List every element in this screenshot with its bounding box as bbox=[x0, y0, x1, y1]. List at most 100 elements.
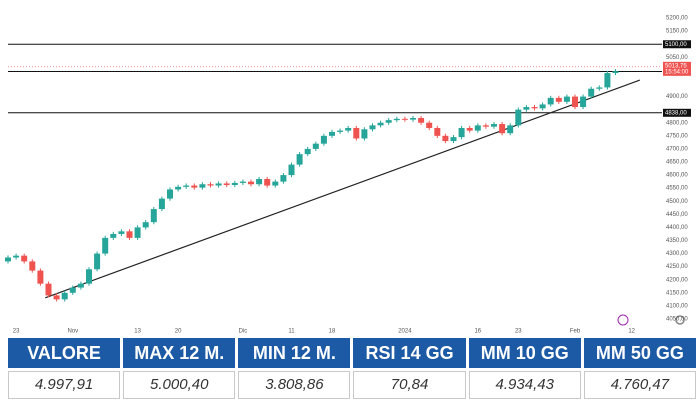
candle-body bbox=[434, 127, 441, 136]
candle-body bbox=[523, 107, 530, 110]
y-tick-label: 4100,00 bbox=[666, 303, 688, 309]
candle-body bbox=[604, 73, 611, 88]
candle-body bbox=[29, 261, 36, 271]
y-tick-label: 5050,00 bbox=[666, 55, 688, 61]
y-tick-label: 4450,00 bbox=[666, 212, 688, 218]
candle-body bbox=[410, 118, 416, 120]
candle-body bbox=[167, 189, 173, 199]
x-tick-label: 16 bbox=[474, 329, 481, 335]
candle-body bbox=[239, 181, 246, 183]
candle-body bbox=[401, 118, 408, 120]
candle-body bbox=[199, 184, 206, 188]
candle-body bbox=[345, 127, 352, 131]
candle-body bbox=[499, 124, 506, 134]
candle-body bbox=[580, 96, 587, 108]
candle-body bbox=[134, 227, 141, 238]
candle-body bbox=[280, 175, 287, 182]
candle-body bbox=[458, 127, 465, 138]
table-cell: 5.000,40 bbox=[123, 371, 236, 399]
candle-body bbox=[256, 178, 263, 185]
candle-body bbox=[361, 129, 368, 139]
table-header: MM 50 GG bbox=[583, 338, 696, 368]
x-tick-label: 23 bbox=[515, 329, 522, 335]
candle-body bbox=[337, 130, 344, 132]
price-label: 5013,75 bbox=[665, 63, 687, 69]
candle-body bbox=[329, 131, 335, 136]
y-tick-label: 4550,00 bbox=[666, 186, 688, 192]
candle-body bbox=[61, 292, 68, 300]
y-tick-label: 5150,00 bbox=[666, 29, 688, 35]
candle-body bbox=[563, 96, 570, 102]
level-label: 5100,00 bbox=[665, 42, 687, 48]
y-tick-label: 4800,00 bbox=[666, 120, 688, 126]
candle-body bbox=[312, 143, 319, 149]
y-tick-label: 4250,00 bbox=[666, 264, 688, 270]
table-cell: 4.934,43 bbox=[468, 371, 581, 399]
candle-body bbox=[491, 124, 497, 127]
y-tick-label: 4300,00 bbox=[666, 251, 688, 257]
y-tick-label: 4400,00 bbox=[666, 225, 688, 231]
y-tick-label: 4200,00 bbox=[666, 277, 688, 283]
table-header: MIN 12 M. bbox=[238, 338, 351, 368]
candle-body bbox=[539, 104, 546, 109]
candle-body bbox=[385, 120, 392, 123]
candle-body bbox=[94, 253, 101, 270]
candle-body bbox=[37, 270, 44, 284]
candle-body bbox=[304, 148, 311, 155]
candle-body bbox=[223, 183, 230, 186]
candle-body bbox=[69, 287, 76, 293]
candle-body bbox=[296, 154, 303, 165]
y-tick-label: 4900,00 bbox=[666, 94, 688, 100]
candle-body bbox=[191, 185, 198, 188]
candle-body bbox=[183, 185, 190, 187]
table-header: RSI 14 GG bbox=[353, 338, 466, 368]
candle-body bbox=[393, 118, 400, 121]
y-tick-label: 4500,00 bbox=[666, 199, 688, 205]
chart: 4050,00 4100,00 4150,00 4200,00 4250,00 4300,… bbox=[5, 16, 691, 335]
candle-body bbox=[515, 109, 522, 126]
candle-body bbox=[158, 198, 165, 210]
candle-body bbox=[142, 222, 149, 228]
x-tick-label: 20 bbox=[175, 329, 182, 335]
candle-body bbox=[21, 255, 28, 262]
price-box bbox=[663, 61, 691, 76]
candle-body bbox=[353, 127, 360, 139]
y-tick-label: 4050,00 bbox=[666, 317, 688, 323]
candle-body bbox=[13, 255, 20, 258]
table-header: MAX 12 M. bbox=[123, 338, 236, 368]
trendline bbox=[45, 79, 641, 299]
x-tick-label: Nov bbox=[67, 329, 78, 335]
stats-table: VALORE MAX 12 M. MIN 12 M. RSI 14 GG MM … bbox=[8, 338, 696, 399]
event-icon[interactable] bbox=[617, 314, 629, 326]
candle-body bbox=[572, 96, 578, 108]
candle-body bbox=[507, 125, 514, 134]
x-tick-label: Dic bbox=[239, 329, 248, 335]
table-header: VALORE bbox=[8, 338, 121, 368]
candle-body bbox=[377, 122, 384, 126]
candle-body bbox=[555, 97, 562, 102]
x-tick-label: 11 bbox=[288, 329, 295, 335]
candle-body bbox=[45, 283, 52, 296]
table-cell: 4.760,47 bbox=[583, 371, 696, 399]
level-label: 4838,00 bbox=[665, 110, 687, 116]
candle-body bbox=[474, 125, 481, 131]
x-tick-label: 12 bbox=[628, 329, 635, 335]
candle-body bbox=[5, 257, 11, 262]
y-tick-label: 4350,00 bbox=[666, 238, 688, 244]
candle-body bbox=[547, 97, 554, 105]
candle-body bbox=[320, 135, 327, 144]
y-tick-label: 4150,00 bbox=[666, 290, 688, 296]
x-tick-label: 23 bbox=[13, 329, 20, 335]
settings-icon[interactable] bbox=[675, 315, 685, 325]
candle-body bbox=[531, 107, 538, 109]
y-tick-label: 4700,00 bbox=[666, 146, 688, 152]
candle-body bbox=[466, 127, 473, 131]
x-tick-label: 2024 bbox=[398, 329, 412, 335]
x-tick-label: 18 bbox=[329, 329, 336, 335]
candle-body bbox=[248, 181, 254, 185]
candle-body bbox=[231, 182, 238, 186]
candle-body bbox=[588, 88, 595, 97]
x-tick-label: Feb bbox=[570, 329, 581, 335]
table-header: MM 10 GG bbox=[468, 338, 581, 368]
